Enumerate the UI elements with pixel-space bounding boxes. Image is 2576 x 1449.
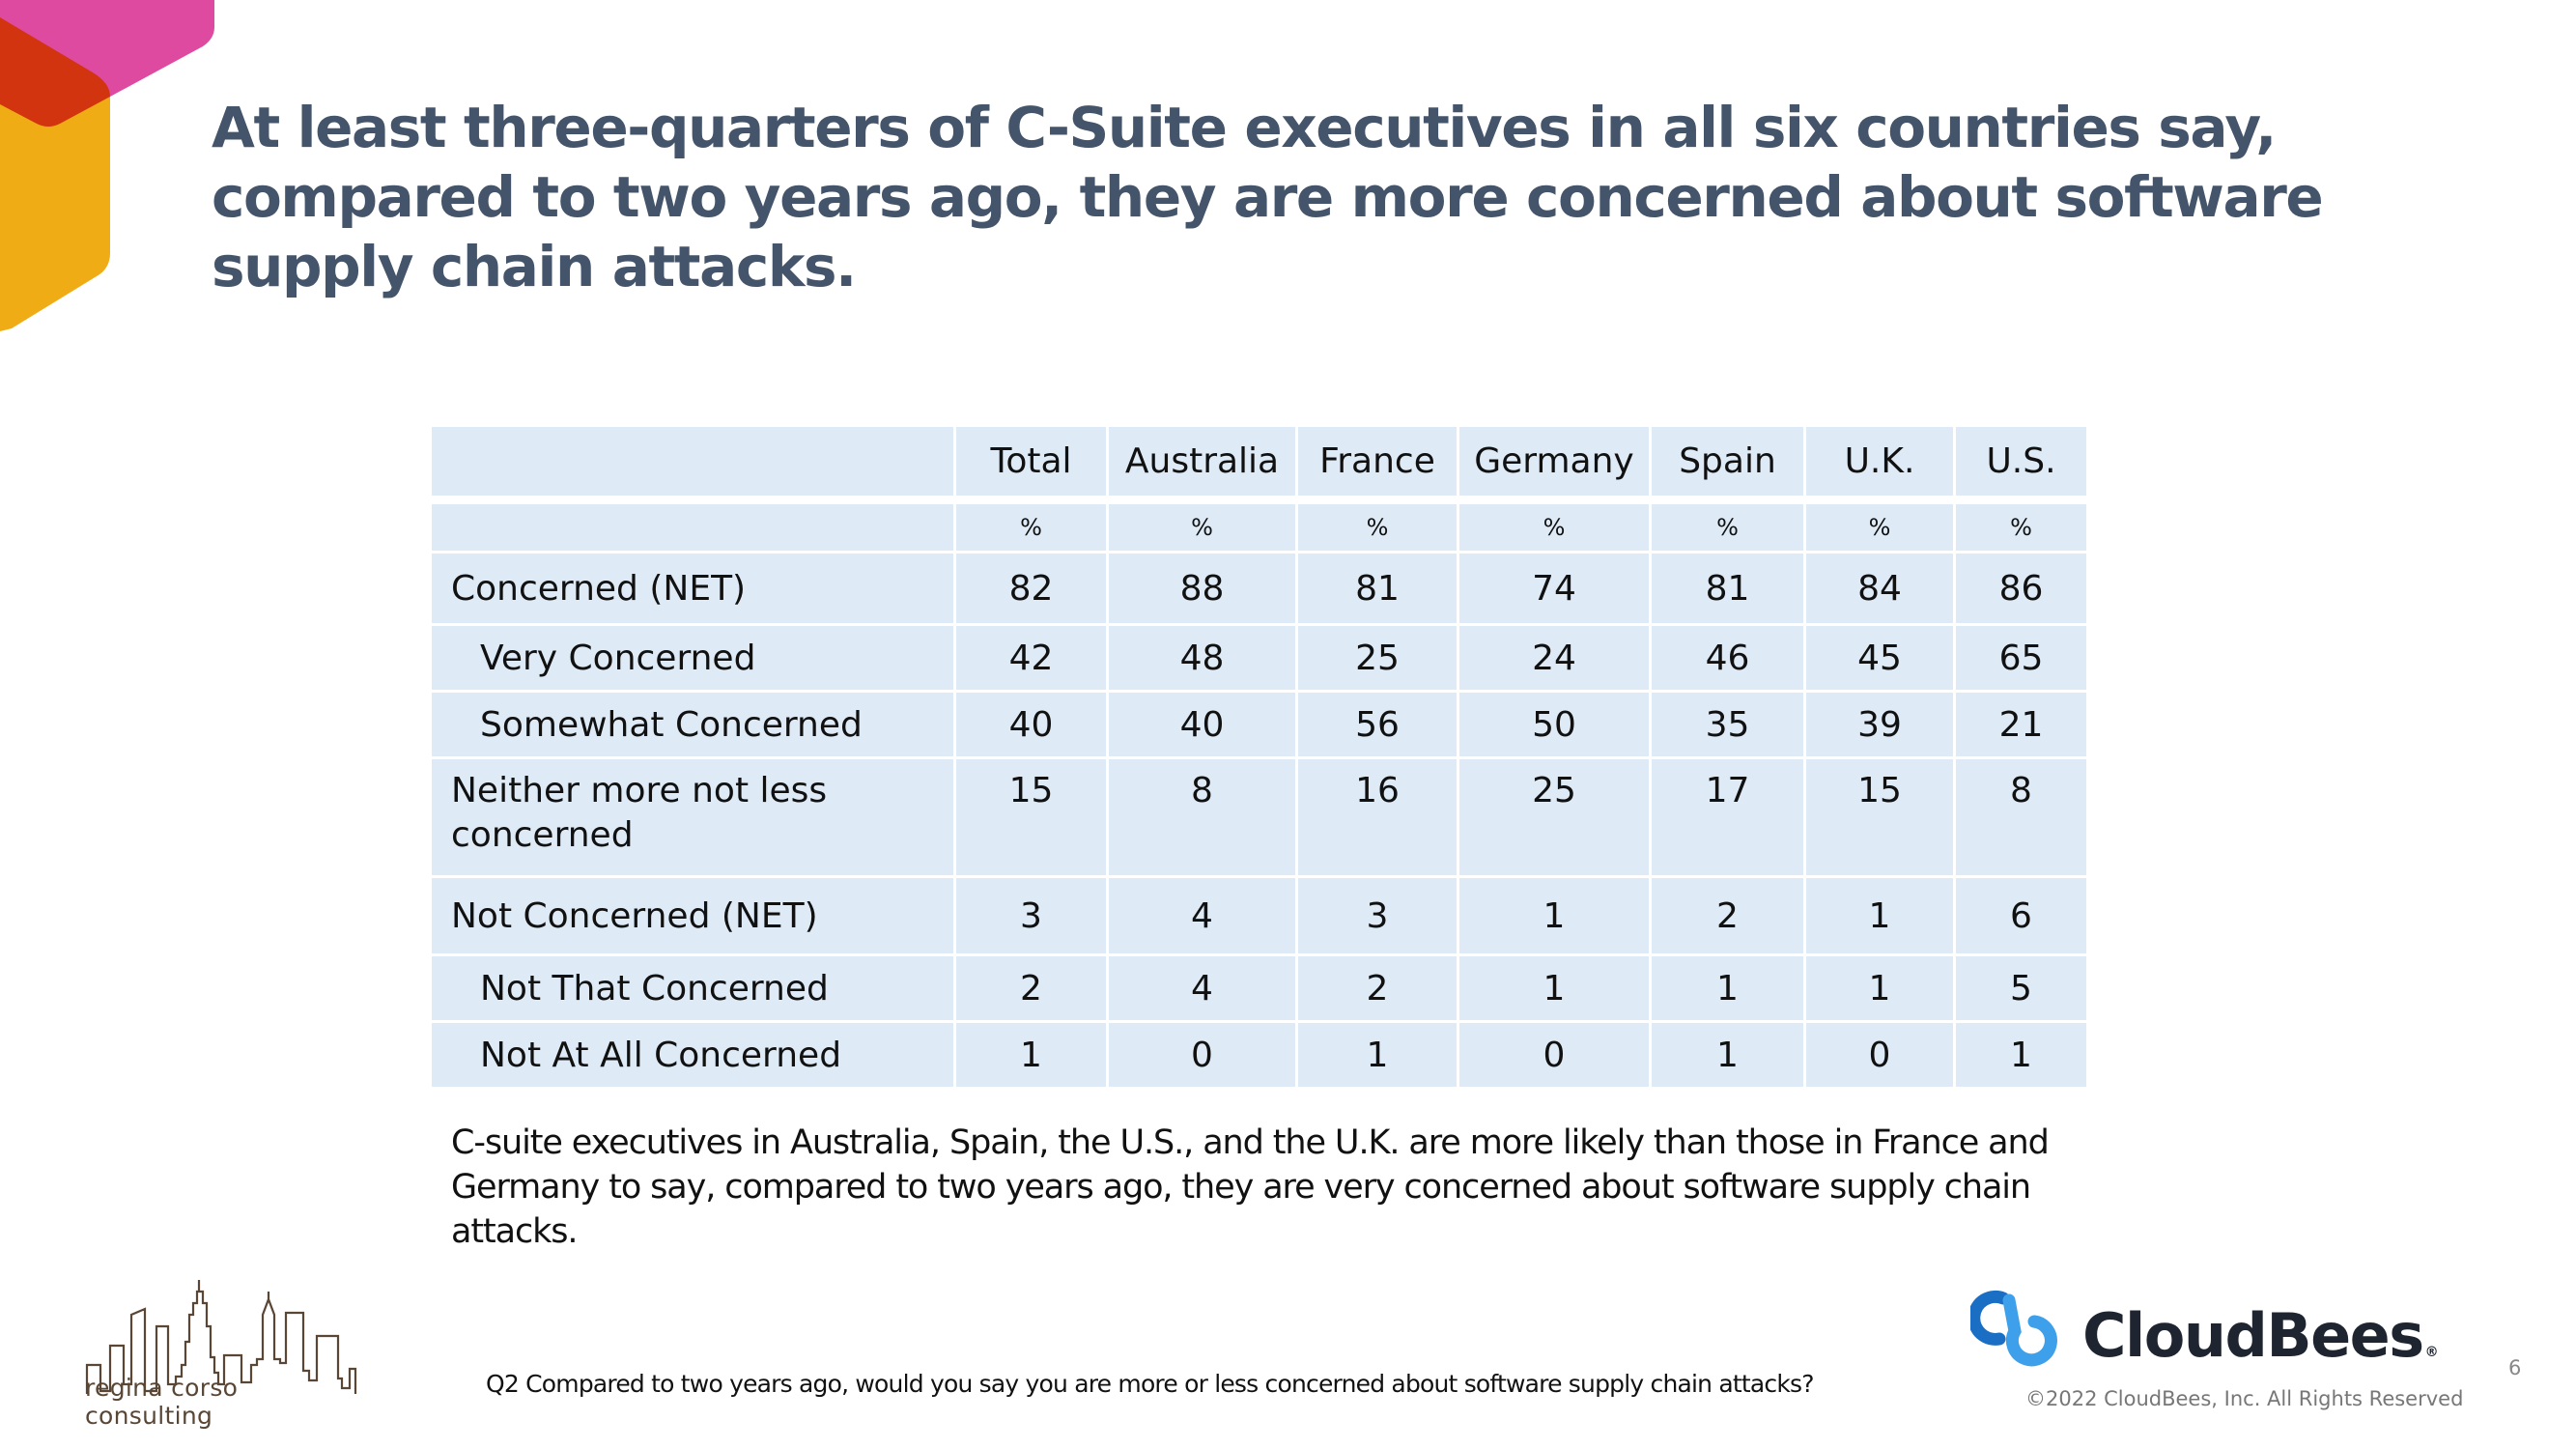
value-cell: 0 bbox=[1806, 1023, 1953, 1087]
value-cell: 46 bbox=[1652, 626, 1803, 690]
unit-cell: % bbox=[1806, 504, 1953, 551]
table-body: Concerned (NET) 82 88 81 74 81 84 86 Very Concer… bbox=[432, 554, 2086, 1087]
value-cell: 15 bbox=[956, 759, 1106, 875]
value-cell: 3 bbox=[1298, 878, 1457, 953]
unit-cell: % bbox=[1652, 504, 1803, 551]
value-cell: 25 bbox=[1298, 626, 1457, 690]
value-cell: 1 bbox=[1652, 1023, 1803, 1087]
row-label: Not That Concerned bbox=[432, 956, 953, 1020]
value-cell: 4 bbox=[1109, 878, 1295, 953]
value-cell: 56 bbox=[1298, 693, 1457, 756]
value-cell: 1 bbox=[1806, 956, 1953, 1020]
row-label: Neither more not less concerned bbox=[432, 759, 953, 875]
deco-red-shape bbox=[0, 17, 110, 127]
header-france: France bbox=[1298, 427, 1457, 496]
row-label: Not Concerned (NET) bbox=[432, 878, 953, 953]
value-cell: 45 bbox=[1806, 626, 1953, 690]
value-cell: 50 bbox=[1459, 693, 1649, 756]
value-cell: 25 bbox=[1459, 759, 1649, 875]
value-cell: 24 bbox=[1459, 626, 1649, 690]
value-cell: 74 bbox=[1459, 554, 1649, 623]
value-cell: 5 bbox=[1956, 956, 2086, 1020]
registered-mark: ® bbox=[2424, 1345, 2439, 1360]
row-label: Very Concerned bbox=[432, 626, 953, 690]
value-cell: 6 bbox=[1956, 878, 2086, 953]
unit-cell: % bbox=[1298, 504, 1457, 551]
value-cell: 2 bbox=[1298, 956, 1457, 1020]
cloudbees-logo-icon bbox=[1970, 1290, 2057, 1367]
value-cell: 16 bbox=[1298, 759, 1457, 875]
value-cell: 3 bbox=[956, 878, 1106, 953]
value-cell: 39 bbox=[1806, 693, 1953, 756]
value-cell: 40 bbox=[1109, 693, 1295, 756]
header-germany: Germany bbox=[1459, 427, 1649, 496]
unit-cell: % bbox=[1956, 504, 2086, 551]
header-spain: Spain bbox=[1652, 427, 1803, 496]
value-cell: 82 bbox=[956, 554, 1106, 623]
value-cell: 4 bbox=[1109, 956, 1295, 1020]
value-cell: 65 bbox=[1956, 626, 2086, 690]
value-cell: 1 bbox=[956, 1023, 1106, 1087]
table-header-row: Total Australia France Germany Spain U.K… bbox=[432, 427, 2086, 496]
value-cell: 2 bbox=[1652, 878, 1803, 953]
row-label: Not At All Concerned bbox=[432, 1023, 953, 1087]
value-cell: 2 bbox=[956, 956, 1106, 1020]
header-blank bbox=[432, 427, 953, 496]
value-cell: 1 bbox=[1806, 878, 1953, 953]
value-cell: 1 bbox=[1459, 878, 1649, 953]
value-cell: 8 bbox=[1956, 759, 2086, 875]
unit-cell: % bbox=[1109, 504, 1295, 551]
deco-yellow-shape bbox=[0, 92, 110, 331]
value-cell: 81 bbox=[1298, 554, 1457, 623]
value-cell: 40 bbox=[956, 693, 1106, 756]
table-row: Not That Concerned 2 4 2 1 1 1 5 bbox=[432, 956, 2086, 1020]
consultant-logo-text: regina corso consulting bbox=[85, 1374, 239, 1430]
value-cell: 35 bbox=[1652, 693, 1803, 756]
value-cell: 15 bbox=[1806, 759, 1953, 875]
row-label: Concerned (NET) bbox=[432, 554, 953, 623]
value-cell: 21 bbox=[1956, 693, 2086, 756]
value-cell: 1 bbox=[1652, 956, 1803, 1020]
value-cell: 0 bbox=[1109, 1023, 1295, 1087]
unit-cell: % bbox=[956, 504, 1106, 551]
slide-title: At least three-quarters of C-Suite execu… bbox=[212, 95, 2324, 299]
unit-cell bbox=[432, 504, 953, 551]
value-cell: 48 bbox=[1109, 626, 1295, 690]
company-name: CloudBees bbox=[2082, 1300, 2424, 1371]
cloudbees-wordmark: CloudBees ® bbox=[2082, 1300, 2439, 1371]
table-row: Concerned (NET) 82 88 81 74 81 84 86 bbox=[432, 554, 2086, 623]
table-row: Not Concerned (NET) 3 4 3 1 2 1 6 bbox=[432, 878, 2086, 953]
header-gap bbox=[432, 498, 2086, 501]
skyline-logo-icon bbox=[85, 1280, 357, 1394]
summary-note: C-suite executives in Australia, Spain, … bbox=[451, 1123, 2050, 1251]
corner-decoration bbox=[0, 0, 214, 331]
value-cell: 88 bbox=[1109, 554, 1295, 623]
value-cell: 17 bbox=[1652, 759, 1803, 875]
value-cell: 1 bbox=[1298, 1023, 1457, 1087]
value-cell: 0 bbox=[1459, 1023, 1649, 1087]
value-cell: 84 bbox=[1806, 554, 1953, 623]
survey-question: Q2 Compared to two years ago, would you … bbox=[486, 1370, 1815, 1398]
value-cell: 81 bbox=[1652, 554, 1803, 623]
unit-cell: % bbox=[1459, 504, 1649, 551]
table-row: Somewhat Concerned 40 40 56 50 35 39 21 bbox=[432, 693, 2086, 756]
unit-row: % % % % % % % bbox=[432, 504, 2086, 551]
table-row: Not At All Concerned 1 0 1 0 1 0 1 bbox=[432, 1023, 2086, 1087]
header-us: U.S. bbox=[1956, 427, 2086, 496]
row-label: Somewhat Concerned bbox=[432, 693, 953, 756]
header-uk: U.K. bbox=[1806, 427, 1953, 496]
header-total: Total bbox=[956, 427, 1106, 496]
page-number: 6 bbox=[2508, 1356, 2522, 1379]
header-australia: Australia bbox=[1109, 427, 1295, 496]
table-row: Very Concerned 42 48 25 24 46 45 65 bbox=[432, 626, 2086, 690]
value-cell: 86 bbox=[1956, 554, 2086, 623]
copyright-text: ©2022 CloudBees, Inc. All Rights Reserve… bbox=[2025, 1387, 2464, 1410]
results-table: Total Australia France Germany Spain U.K… bbox=[429, 424, 2089, 1090]
value-cell: 1 bbox=[1956, 1023, 2086, 1087]
value-cell: 1 bbox=[1459, 956, 1649, 1020]
value-cell: 8 bbox=[1109, 759, 1295, 875]
value-cell: 42 bbox=[956, 626, 1106, 690]
table-row: Neither more not less concerned 15 8 16 25 17… bbox=[432, 759, 2086, 875]
